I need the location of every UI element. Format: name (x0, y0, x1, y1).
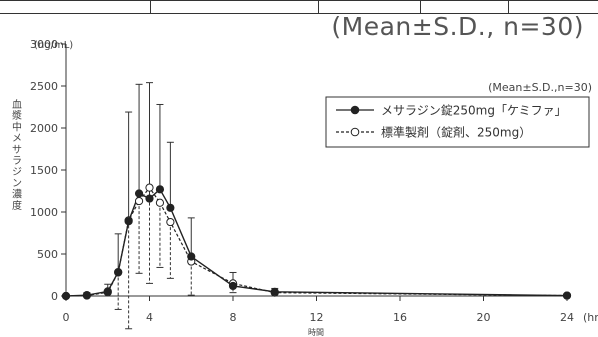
data-point-test (134, 189, 144, 198)
y-unit-label: (ng/mL) (34, 40, 73, 51)
x-tick-label: 0 (63, 311, 70, 324)
x-unit-label: (hr) (583, 311, 598, 324)
legend: メサラジン錠250mg「ケミファ」標準製剤（錠剤、250mg） (336, 103, 567, 140)
legend-marker-reference (350, 127, 360, 137)
x-tick-label: 12 (310, 311, 324, 324)
data-point-test (166, 203, 175, 212)
data-point-test (228, 281, 238, 291)
legend-box (325, 96, 590, 148)
x-tick-label: 24 (560, 311, 574, 324)
legend-label: 標準製剤（錠剤、250mg） (381, 125, 531, 140)
data-point-reference (166, 217, 175, 227)
y-axis-label-char: メ (12, 134, 22, 145)
legend-label: メサラジン錠250mg「ケミファ」 (381, 103, 567, 118)
y-axis-label: 血漿中メサラジン濃度 (12, 98, 22, 212)
data-point-test (155, 185, 165, 194)
y-axis-label-char: ジ (12, 167, 22, 178)
data-point-test (114, 267, 123, 277)
y-tick-label: 0 (51, 290, 58, 303)
data-point-test (124, 217, 133, 226)
data-point-test (145, 194, 154, 203)
header-note: (Mean±S.D., n=30) (331, 12, 584, 41)
y-axis-label-char: ン (12, 178, 22, 189)
y-axis-label-char: サ (12, 144, 22, 156)
data-point-test (562, 291, 572, 300)
y-tick-label: 500 (37, 248, 58, 261)
y-axis-label-char: 血 (12, 98, 22, 111)
y-axis-label-char: 度 (12, 199, 22, 212)
data-point-test (103, 287, 112, 296)
x-tick-label: 8 (230, 311, 237, 324)
y-tick-label: 2000 (30, 122, 58, 135)
data-point-reference (134, 196, 144, 206)
y-tick-label: 1000 (30, 206, 58, 219)
x-tick-label: 20 (477, 311, 491, 324)
y-axis-label-char: 中 (12, 120, 22, 133)
axes: 0 500 1000 1500 2000 2500 3000 0 4 8 12 16 20 24 (hr) (30, 38, 598, 324)
data-point-test (61, 291, 71, 301)
y-axis-label-char: 濃 (12, 188, 22, 201)
series-points (61, 183, 572, 301)
data-point-test (187, 252, 196, 261)
data-point-reference (155, 198, 165, 207)
x-tick-label: 4 (146, 311, 153, 324)
series-line-test (65, 188, 568, 297)
y-tick-label: 2500 (30, 80, 58, 93)
y-tick-label: 1500 (30, 164, 58, 177)
data-point-test (270, 287, 279, 296)
header-table-border (0, 0, 598, 14)
y-tick-label: 3000 (30, 38, 58, 51)
data-point-test (82, 291, 91, 300)
data-point-reference (145, 183, 154, 192)
x-tick-label: 16 (393, 311, 407, 324)
y-axis-label-char: 漿 (12, 109, 22, 122)
y-axis-label-char: ラ (12, 155, 22, 167)
x-axis-label: 時間 (308, 328, 324, 337)
legend-marker-test (350, 105, 360, 115)
legend-note: (Mean±S.D.,n=30) (488, 81, 592, 94)
